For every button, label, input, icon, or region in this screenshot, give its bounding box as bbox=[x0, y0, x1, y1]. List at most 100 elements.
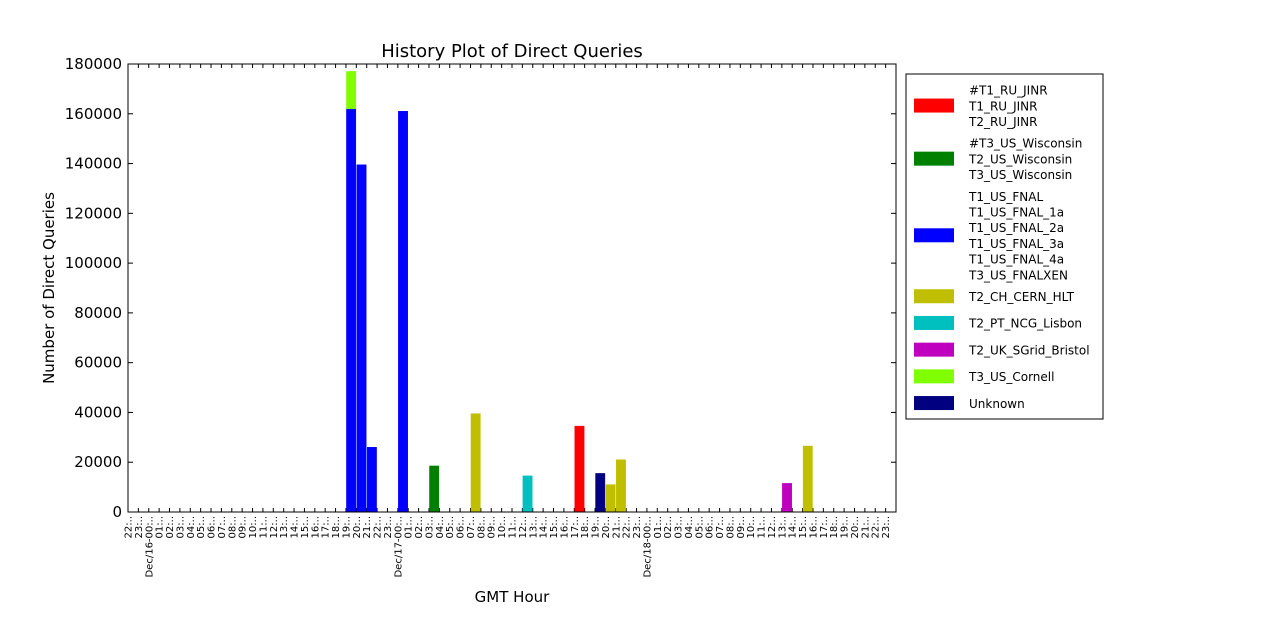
legend-label: T2_CH_CERN_HLT bbox=[968, 290, 1075, 304]
y-tick-label: 0 bbox=[112, 503, 122, 521]
x-tick-label: 04:.. bbox=[684, 516, 695, 538]
x-tick-label: 03:.. bbox=[175, 516, 186, 538]
x-tick-label: 12:.. bbox=[518, 516, 529, 538]
legend-swatch bbox=[914, 315, 954, 330]
plot-frame bbox=[127, 63, 897, 513]
x-tick-label: 06:.. bbox=[705, 516, 716, 538]
x-tick-label: 14:.. bbox=[539, 516, 550, 538]
x-tick-label: 05:.. bbox=[196, 516, 207, 538]
y-axis: 0 20000 40000 60000 80000 100000 120000 140000 1… bbox=[65, 55, 896, 521]
x-tick-label: 17:.. bbox=[570, 516, 581, 538]
bar bbox=[522, 475, 533, 513]
legend-label: #T1_RU_JINR T1_RU_JINR T2_RU_JINR bbox=[968, 84, 1048, 129]
x-axis-label: GMT Hour bbox=[475, 588, 550, 606]
x-tick-label: 19:.. bbox=[591, 516, 602, 538]
y-tick-label: 20000 bbox=[74, 453, 122, 471]
x-tick-label: Dec/17-00:.. bbox=[393, 516, 404, 578]
x-tick-label: 18:.. bbox=[331, 516, 342, 538]
legend-label: T2_UK_SGrid_Bristol bbox=[968, 343, 1090, 357]
x-tick-label: 10:.. bbox=[497, 516, 508, 538]
x-tick-label: 15:.. bbox=[798, 516, 809, 538]
x-tick-label: 19:.. bbox=[840, 516, 851, 538]
x-tick-label: 06:.. bbox=[207, 516, 218, 538]
bar bbox=[346, 71, 357, 110]
legend-label: T1_US_FNAL T1_US_FNAL_1a T1_US_FNAL_2a T1_U… bbox=[968, 190, 1068, 283]
x-tick-label: 08:.. bbox=[476, 516, 487, 538]
x-tick-label: 18:.. bbox=[580, 516, 591, 538]
x-tick-label: 11:.. bbox=[757, 516, 768, 538]
bar bbox=[470, 413, 481, 513]
x-tick-label: 22:.. bbox=[622, 516, 633, 538]
x-tick-label: 04:.. bbox=[186, 516, 197, 538]
x-tick-label: 13:.. bbox=[777, 516, 788, 538]
legend-swatch bbox=[914, 369, 954, 384]
x-tick-label: 20:.. bbox=[601, 516, 612, 538]
x-tick-label: 01:.. bbox=[404, 516, 415, 538]
legend-swatch bbox=[914, 396, 954, 411]
x-tick-label: 22:.. bbox=[871, 516, 882, 538]
x-tick-label: 05:.. bbox=[445, 516, 456, 538]
bars bbox=[346, 71, 813, 513]
x-tick-label: 15:.. bbox=[549, 516, 560, 538]
bar bbox=[356, 164, 367, 513]
x-tick-label: 20:.. bbox=[850, 516, 861, 538]
x-tick-label: 07:.. bbox=[217, 516, 228, 538]
x-tick-label: 13:.. bbox=[279, 516, 290, 538]
y-tick-label: 140000 bbox=[65, 155, 122, 173]
x-tick-label: 01:.. bbox=[155, 516, 166, 538]
x-tick-label: 20:.. bbox=[352, 516, 363, 538]
x-tick-label: Dec/18-00:.. bbox=[642, 516, 653, 578]
x-tick-label: 10:.. bbox=[746, 516, 757, 538]
x-tick-label: 11:.. bbox=[258, 516, 269, 538]
bar bbox=[398, 111, 408, 513]
x-tick-label: 02:.. bbox=[663, 516, 674, 538]
x-tick-label: 08:.. bbox=[227, 516, 238, 538]
bar bbox=[802, 445, 813, 513]
bar bbox=[595, 473, 606, 513]
bar bbox=[616, 459, 626, 513]
bar bbox=[782, 483, 792, 513]
x-tick-label: Dec/16-00:.. bbox=[144, 516, 155, 578]
x-tick-label: 10:.. bbox=[248, 516, 259, 538]
x-tick-label: 14:.. bbox=[788, 516, 799, 538]
y-tick-label: 40000 bbox=[74, 403, 122, 421]
y-tick-label: 160000 bbox=[65, 105, 122, 123]
y-tick-label: 60000 bbox=[74, 354, 122, 372]
x-tick-label: 06:.. bbox=[456, 516, 467, 538]
x-tick-label: 18:.. bbox=[829, 516, 840, 538]
legend-swatch bbox=[914, 289, 954, 304]
x-tick-label: 22:.. bbox=[124, 516, 135, 538]
x-tick-label: 02:.. bbox=[165, 516, 176, 538]
x-tick-label: 07:.. bbox=[466, 516, 477, 538]
y-tick-label: 80000 bbox=[74, 304, 122, 322]
legend-label: Unknown bbox=[969, 397, 1025, 411]
x-tick-label: 19:.. bbox=[341, 516, 352, 538]
x-tick-label: 16:.. bbox=[310, 516, 321, 538]
bar bbox=[429, 465, 440, 513]
x-tick-label: 02:.. bbox=[414, 516, 425, 538]
legend-swatch bbox=[914, 98, 954, 113]
x-tick-label: 05:.. bbox=[694, 516, 705, 538]
x-tick-label: 03:.. bbox=[424, 516, 435, 538]
chart-title: History Plot of Direct Queries bbox=[381, 41, 643, 62]
x-tick-label: 09:.. bbox=[736, 516, 747, 538]
x-tick-label: 08:.. bbox=[725, 516, 736, 538]
x-tick-label: 23:.. bbox=[134, 516, 145, 538]
legend-label: T3_US_Cornell bbox=[968, 370, 1054, 384]
x-tick-label: 07:.. bbox=[715, 516, 726, 538]
x-tick-label: 14:.. bbox=[290, 516, 301, 538]
y-tick-label: 180000 bbox=[65, 55, 122, 73]
x-tick-label: 04:.. bbox=[435, 516, 446, 538]
x-tick-label: 16:.. bbox=[808, 516, 819, 538]
x-axis: 22:.. 23:.. Dec/16-00:.. 01:.. 02:.. 03:.. 04:… bbox=[124, 64, 892, 578]
x-tick-label: 16:.. bbox=[559, 516, 570, 538]
legend: #T1_RU_JINR T1_RU_JINR T2_RU_JINR #T3_US_Wi… bbox=[905, 73, 1104, 420]
x-tick-label: 11:.. bbox=[508, 516, 519, 538]
bar bbox=[366, 447, 377, 513]
bar bbox=[605, 484, 616, 513]
x-tick-label: 13:.. bbox=[528, 516, 539, 538]
legend-label: #T3_US_Wisconsin T2_US_Wisconsin T3_US_Wis… bbox=[968, 137, 1082, 182]
x-tick-label: 22:.. bbox=[373, 516, 384, 538]
legend-swatch bbox=[914, 342, 954, 357]
